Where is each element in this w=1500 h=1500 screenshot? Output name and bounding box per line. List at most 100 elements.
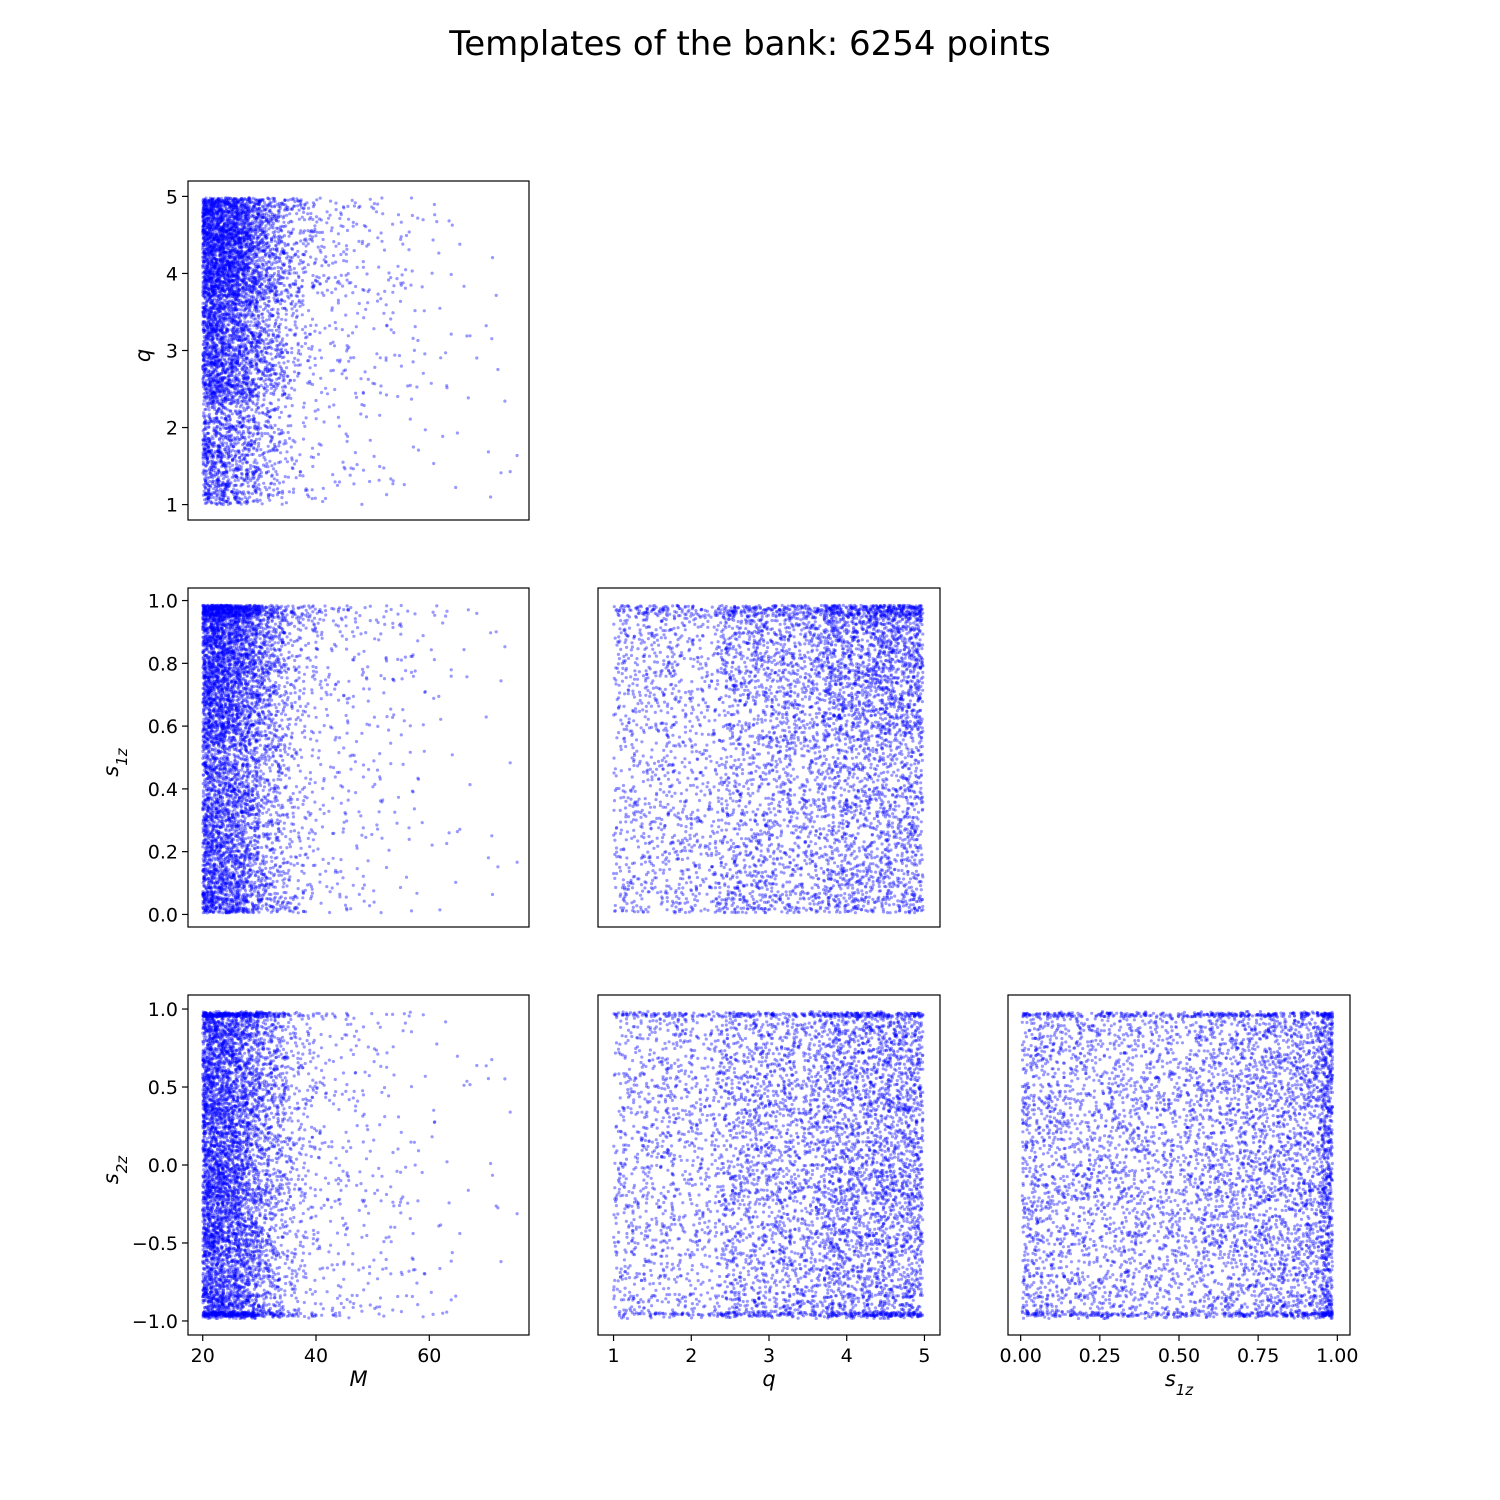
data-point [310, 237, 314, 241]
data-point [228, 468, 232, 472]
data-point [210, 329, 214, 333]
data-point [206, 449, 210, 453]
data-point [322, 420, 326, 424]
data-point [234, 275, 239, 279]
data-point [315, 220, 319, 224]
data-point [273, 372, 277, 376]
data-point [256, 211, 260, 215]
data-point [324, 386, 328, 390]
data-point [499, 471, 503, 475]
data-point [352, 204, 356, 208]
data-point [264, 471, 268, 475]
data-point [372, 454, 376, 458]
data-point [248, 323, 252, 328]
data-point [255, 461, 259, 465]
data-point [212, 283, 216, 287]
data-point [346, 204, 350, 208]
data-point [377, 478, 381, 482]
data-point [204, 439, 208, 443]
data-point [238, 243, 242, 247]
data-point [225, 245, 229, 250]
data-point [205, 246, 209, 250]
data-point [361, 260, 365, 264]
data-point [265, 274, 269, 278]
data-point [262, 258, 266, 262]
data-point [298, 231, 302, 235]
data-point [347, 359, 351, 363]
data-point [229, 315, 233, 319]
data-point [355, 222, 359, 226]
data-point [268, 260, 272, 264]
data-point [293, 363, 297, 367]
data-point [229, 278, 233, 282]
data-point [201, 288, 205, 292]
data-point [267, 486, 272, 490]
data-point [292, 271, 296, 275]
data-point [280, 317, 284, 321]
data-point [334, 287, 338, 291]
data-point [219, 460, 223, 465]
data-point [276, 312, 280, 316]
data-point [288, 272, 292, 276]
data-point [262, 394, 266, 398]
data-point [237, 249, 241, 253]
data-point [295, 309, 299, 313]
data-point [262, 481, 266, 485]
data-point [257, 441, 261, 446]
data-point [240, 497, 244, 501]
data-point [354, 395, 359, 399]
data-point [272, 477, 276, 481]
data-point [298, 453, 302, 457]
data-point [300, 215, 304, 219]
data-point [397, 354, 402, 358]
data-point [352, 482, 356, 486]
data-point [297, 217, 301, 221]
data-point [256, 398, 260, 402]
data-point [327, 263, 331, 267]
data-point [338, 216, 342, 221]
data-point [282, 344, 286, 348]
data-point [484, 324, 488, 328]
data-point [391, 311, 395, 315]
data-point [285, 366, 289, 370]
data-point [290, 231, 294, 235]
data-point [449, 332, 453, 336]
data-point [251, 484, 255, 489]
data-point [309, 255, 313, 259]
data-point [282, 220, 286, 224]
data-point [253, 420, 258, 424]
data-point [271, 235, 276, 239]
data-point [345, 228, 350, 233]
data-point [273, 462, 277, 466]
data-point [220, 416, 224, 420]
data-point [377, 265, 381, 269]
data-point [375, 352, 379, 356]
data-point [421, 218, 425, 222]
data-point [242, 328, 246, 332]
data-point [277, 441, 281, 445]
data-point [259, 259, 263, 263]
data-point [347, 217, 351, 221]
data-point [308, 332, 312, 336]
data-point [226, 367, 230, 371]
data-point [454, 485, 458, 490]
data-point [215, 492, 220, 496]
data-point [248, 466, 252, 471]
data-point [213, 345, 217, 350]
data-point [349, 356, 353, 360]
data-point [301, 242, 305, 246]
data-point [272, 368, 276, 372]
data-point [293, 356, 297, 360]
data-point [277, 335, 281, 339]
data-point [255, 362, 259, 366]
data-point [207, 425, 211, 429]
data-point [304, 416, 308, 420]
data-point [422, 309, 426, 313]
data-point [272, 196, 277, 201]
data-point [313, 329, 317, 333]
data-point [293, 323, 297, 327]
data-point [292, 487, 296, 491]
data-point [223, 344, 227, 348]
data-point [218, 317, 223, 321]
